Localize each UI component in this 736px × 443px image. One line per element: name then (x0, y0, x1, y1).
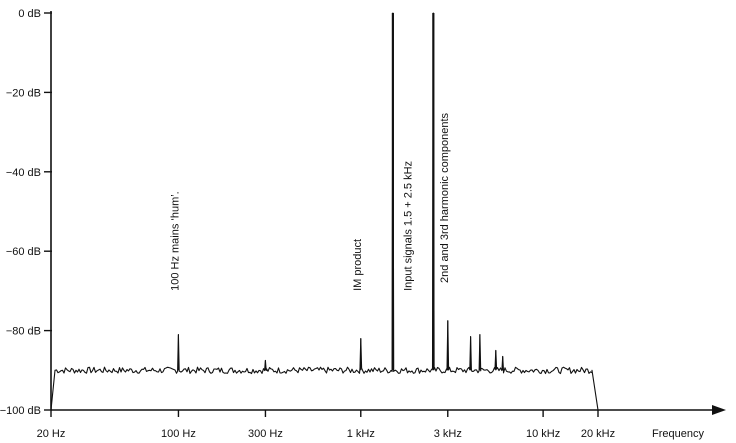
annotation-0: 100 Hz mains ‘hum’. (169, 191, 181, 291)
x-axis-ticks: 20 Hz 100 Hz 300 Hz 1 kHz 3 kHz 10 kHz 20 kHz (37, 410, 615, 440)
annotations: 100 Hz mains ‘hum’. IM product Input signa… (169, 112, 450, 290)
x-tick-label: 1 kHz (347, 428, 375, 440)
y-tick-label: −40 dB (6, 167, 41, 179)
x-tick-label: 300 Hz (248, 428, 283, 440)
x-tick-label: 20 kHz (581, 428, 615, 440)
y-tick-label: −100 dB (0, 405, 41, 417)
y-tick-label: −20 dB (6, 87, 41, 99)
x-axis-label: Frequency (652, 428, 704, 440)
x-axis-arrowhead (712, 405, 726, 415)
x-tick-label: 20 Hz (37, 428, 66, 440)
y-tick-label: −80 dB (6, 326, 41, 338)
y-tick-label: 0 dB (18, 8, 41, 20)
y-axis-ticks: 0 dB −20 dB −40 dB −60 dB −80 dB −100 dB (0, 8, 52, 417)
x-tick-label: 3 kHz (434, 428, 462, 440)
annotation-3: 2nd and 3rd harmonic components (439, 112, 451, 282)
spectrum-trace-group (50, 12, 599, 411)
x-tick-label: 10 kHz (526, 428, 560, 440)
annotation-2: Input signals 1.5 + 2.5 kHz (403, 161, 415, 291)
x-tick-label: 100 Hz (161, 428, 196, 440)
axes (50, 11, 726, 415)
annotation-1: IM product (352, 239, 364, 291)
spectrum-trace (50, 12, 599, 411)
y-tick-label: −60 dB (6, 246, 41, 258)
